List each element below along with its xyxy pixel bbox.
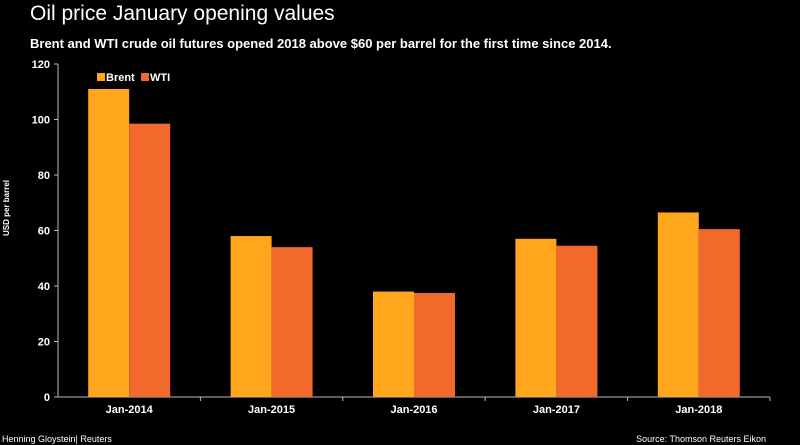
legend-swatch-wti xyxy=(141,73,149,81)
bar-brent xyxy=(373,291,414,397)
y-tick-label: 0 xyxy=(44,392,50,404)
bar-brent xyxy=(88,88,130,397)
y-tick-label: 20 xyxy=(38,337,50,349)
y-tick-label: 100 xyxy=(32,115,50,127)
legend-label-brent: Brent xyxy=(106,72,135,84)
bar-wti xyxy=(556,245,598,397)
legend-label-wti: WTI xyxy=(150,72,170,84)
chart-title: Oil price January opening values xyxy=(30,2,335,25)
legend-swatch-brent xyxy=(97,73,105,81)
x-tick-label: Jan-2016 xyxy=(390,404,437,416)
x-tick-label: Jan-2018 xyxy=(675,404,722,416)
bar-brent xyxy=(657,212,699,397)
x-tick-label: Jan-2014 xyxy=(106,404,154,416)
credit-text: Henning Gloystein| Reuters xyxy=(2,434,112,444)
y-tick-label: 120 xyxy=(32,59,50,71)
source-text: Source: Thomson Reuters Eikon xyxy=(636,434,766,444)
bar-wti xyxy=(129,123,171,397)
x-tick-label: Jan-2015 xyxy=(248,404,295,416)
y-tick-label: 40 xyxy=(38,281,50,293)
x-tick-label: Jan-2017 xyxy=(533,404,580,416)
y-tick-label: 60 xyxy=(38,226,50,238)
bar-wti xyxy=(414,292,455,397)
chart-subtitle: Brent and WTI crude oil futures opened 2… xyxy=(30,36,612,51)
bar-wti xyxy=(698,229,740,397)
bar-brent xyxy=(515,238,557,397)
bar-wti xyxy=(271,247,313,397)
bar-brent xyxy=(230,236,272,397)
y-tick-label: 80 xyxy=(38,170,50,182)
